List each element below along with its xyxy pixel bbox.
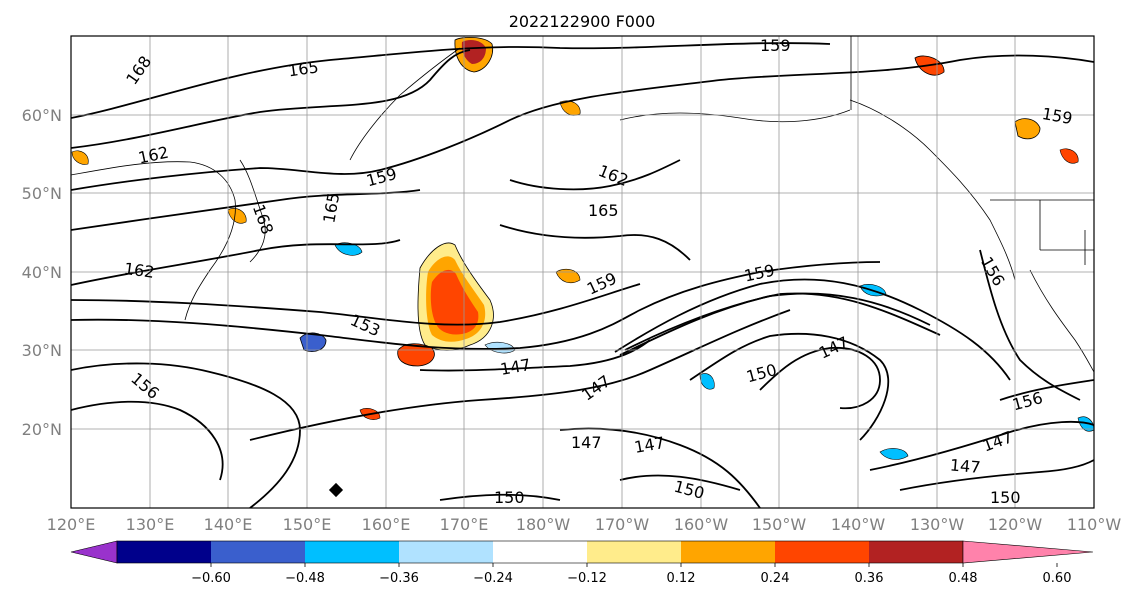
contour-line bbox=[689, 332, 890, 441]
colorbar-labels: −0.60 −0.48 −0.36 −0.24 −0.12 0.12 0.24 0.36 0.4… bbox=[191, 571, 1071, 586]
longitude-axis: 120°E 130°E 140°E 150°E 160°E 170°E 180°… bbox=[47, 515, 1122, 534]
contour-line bbox=[979, 249, 1081, 401]
colorbar-segment bbox=[681, 541, 776, 563]
contour-line bbox=[71, 400, 224, 481]
contour-line bbox=[71, 54, 1094, 191]
lon-label: 140°W bbox=[831, 515, 886, 534]
lon-label: 120°E bbox=[47, 515, 96, 534]
colorbar-tick-label: −0.36 bbox=[379, 571, 419, 586]
contour-line bbox=[249, 309, 791, 441]
colorbar-tick-label: 0.12 bbox=[667, 571, 696, 586]
contour-line bbox=[439, 493, 561, 501]
colorbar-segment bbox=[399, 541, 494, 563]
contour-line bbox=[614, 278, 1011, 381]
anomaly-blob-orange-2 bbox=[71, 150, 89, 165]
colorbar-tick-label: −0.12 bbox=[567, 571, 607, 586]
coastline bbox=[349, 47, 461, 161]
lat-label: 50°N bbox=[22, 184, 62, 203]
anomaly-blob-blue-1 bbox=[334, 242, 363, 256]
lon-label: 140°E bbox=[204, 515, 253, 534]
anomaly-blob-orange-6 bbox=[1059, 148, 1079, 164]
coastline bbox=[71, 161, 236, 321]
coastline bbox=[849, 99, 1016, 281]
colorbar-segment bbox=[869, 541, 964, 563]
contour-line bbox=[71, 42, 831, 119]
colorbar-segment bbox=[587, 541, 682, 563]
colorbar: −0.60 −0.48 −0.36 −0.24 −0.12 0.12 0.24 0.36 0.4… bbox=[70, 540, 1094, 586]
lon-label: 170°E bbox=[440, 515, 489, 534]
colorbar-tick-label: −0.48 bbox=[285, 571, 325, 586]
colorbar-segment bbox=[117, 541, 212, 563]
contour-line bbox=[499, 224, 691, 261]
anomaly-blob-orange-5 bbox=[555, 268, 581, 284]
map-area: 168 165 162 159 165 168 162 159 162 165 … bbox=[70, 35, 1095, 509]
contour-label: 150 bbox=[494, 488, 525, 507]
map-frame bbox=[70, 35, 1095, 509]
lat-label: 40°N bbox=[22, 263, 62, 282]
lat-label: 60°N bbox=[22, 106, 62, 125]
anomaly-blob-blue-5 bbox=[879, 448, 909, 460]
contour-label: 159 bbox=[760, 36, 791, 55]
colorbar-tick-label: 0.36 bbox=[855, 571, 884, 586]
map-title: 2022122900 F000 bbox=[509, 12, 656, 31]
contour-line bbox=[999, 379, 1094, 401]
contour-label: 150 bbox=[990, 488, 1021, 507]
anomaly-blob-blue-6 bbox=[1077, 416, 1094, 432]
colorbar-tick-label: 0.48 bbox=[949, 571, 978, 586]
contour-line bbox=[71, 189, 421, 231]
anomaly-blob-ne bbox=[1014, 118, 1041, 140]
coastlines bbox=[71, 36, 1094, 373]
anomaly-blob-south-west bbox=[397, 343, 435, 367]
contour-line bbox=[71, 362, 301, 508]
colorbar-tick-label: −0.60 bbox=[191, 571, 231, 586]
lon-label: 180°W bbox=[516, 515, 571, 534]
lon-label: 120°W bbox=[988, 515, 1043, 534]
contour-line bbox=[71, 49, 471, 149]
lon-label: 150°W bbox=[752, 515, 807, 534]
contour-label: 165 bbox=[287, 57, 320, 80]
colorbar-segment bbox=[493, 541, 588, 563]
anomaly-blob-north-core bbox=[461, 40, 486, 64]
coastline bbox=[1029, 269, 1094, 373]
lon-label: 130°W bbox=[910, 515, 965, 534]
contour-line bbox=[71, 283, 641, 326]
contour-label: 165 bbox=[588, 201, 619, 220]
colorbar-tick-label: 0.24 bbox=[761, 571, 790, 586]
lon-label: 130°E bbox=[126, 515, 175, 534]
contour-line bbox=[509, 159, 681, 191]
lon-label: 170°W bbox=[595, 515, 650, 534]
latitude-axis: 60°N 50°N 40°N 30°N 20°N bbox=[22, 106, 62, 439]
contour-label: 162 bbox=[123, 259, 156, 282]
contour-line bbox=[869, 420, 1094, 471]
anomaly-blob-blue-3 bbox=[699, 373, 715, 390]
contour-label: 147 bbox=[949, 455, 981, 477]
lon-label: 160°W bbox=[674, 515, 729, 534]
coastline bbox=[619, 109, 851, 123]
colorbar-tick-label: −0.24 bbox=[473, 571, 513, 586]
colorbar-tick-label: 0.60 bbox=[1043, 571, 1072, 586]
gridlines bbox=[71, 36, 1094, 508]
anomaly-blob-central-pacific-core bbox=[430, 269, 479, 335]
colorbar-segment bbox=[775, 541, 870, 563]
contour-line bbox=[624, 292, 941, 351]
colorbar-left-extension bbox=[70, 540, 118, 564]
contour-line bbox=[619, 474, 741, 491]
coastline bbox=[239, 159, 266, 263]
colorbar-segment bbox=[305, 541, 400, 563]
lon-label: 110°W bbox=[1067, 515, 1122, 534]
lat-label: 30°N bbox=[22, 341, 62, 360]
colorbar-segment bbox=[211, 541, 306, 563]
lon-label: 160°E bbox=[362, 515, 411, 534]
contour-line bbox=[759, 347, 881, 410]
colorbar-segments bbox=[116, 540, 964, 564]
lon-label: 150°E bbox=[283, 515, 332, 534]
colorbar-right-extension bbox=[962, 540, 1094, 564]
lat-label: 20°N bbox=[22, 420, 62, 439]
small-diamond bbox=[328, 482, 344, 498]
contour-label: 147 bbox=[571, 433, 602, 452]
colorbar-ticks bbox=[210, 563, 1058, 567]
